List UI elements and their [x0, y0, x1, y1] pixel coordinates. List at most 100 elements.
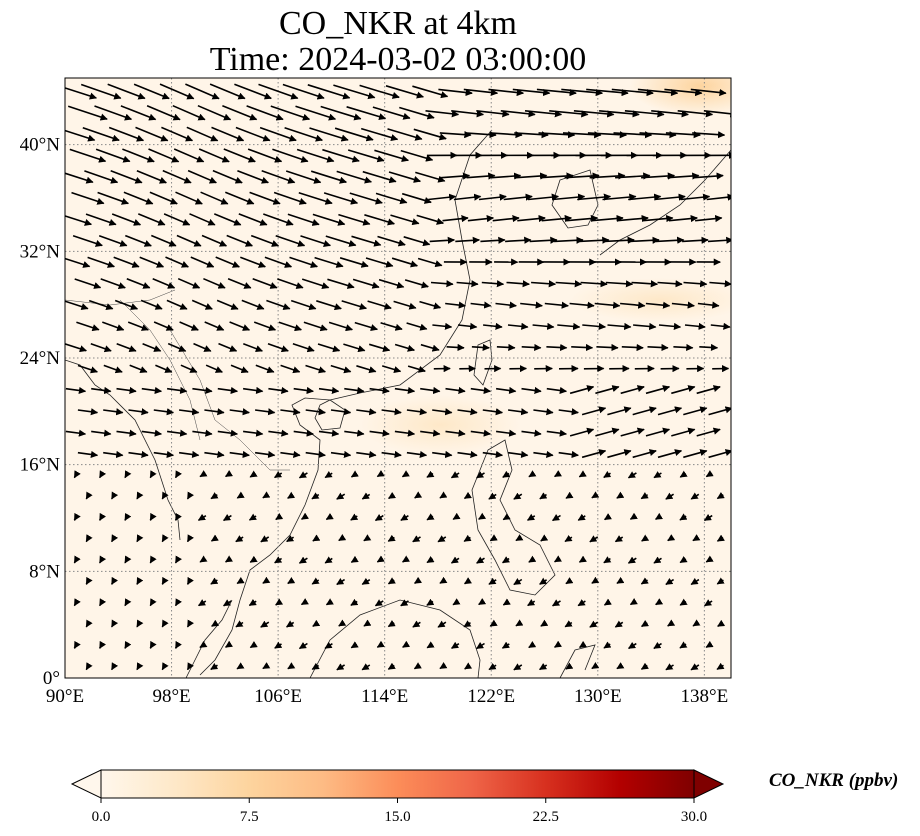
wind-vector [500, 110, 536, 118]
wind-vector [578, 470, 587, 478]
wind-vector [546, 386, 568, 395]
wind-vector [88, 299, 114, 311]
wind-vector [432, 408, 453, 416]
border-inland-3 [65, 289, 176, 306]
wind-vector [532, 322, 555, 330]
wind-vector [125, 234, 152, 247]
wind-vector [111, 534, 119, 543]
wind-vector [165, 256, 189, 268]
lon-tick-label: 90°E [46, 686, 84, 707]
wind-vector [380, 322, 403, 331]
wind-vector [174, 470, 182, 479]
wind-vector [577, 513, 586, 521]
wind-vector [407, 365, 426, 373]
wind-vector [324, 641, 333, 649]
wind-vector [98, 234, 128, 247]
wind-vector [95, 148, 131, 163]
wind-vector [710, 322, 731, 330]
wind-vector [166, 429, 188, 437]
wind-vector [259, 126, 297, 142]
wind-vector [394, 343, 415, 352]
wind-vector [426, 513, 435, 521]
wind-vector [179, 321, 199, 331]
wind-vector [682, 236, 709, 244]
wind-vector [501, 641, 510, 649]
longitude-labels: 90°E 98°E 106°E 114°E 122°E 130°E 138°E [46, 686, 728, 707]
wind-vector [515, 172, 548, 180]
wind-vector [591, 491, 600, 499]
wind-vector [507, 408, 529, 416]
wind-vector [77, 408, 99, 416]
wind-vector [640, 492, 649, 500]
wind-vector [690, 88, 727, 97]
wind-vector [654, 512, 664, 520]
wind-vector [301, 278, 330, 290]
wind-vector [591, 661, 600, 670]
wind-vector [388, 171, 421, 183]
wind-vector [339, 257, 369, 268]
wind-vector [193, 342, 212, 352]
wind-vector [391, 257, 418, 268]
colorbar-extend-max [693, 769, 725, 799]
wind-vector [303, 321, 328, 332]
wind-vector [589, 535, 599, 543]
wind-vector [716, 492, 725, 500]
wind-vector [323, 192, 359, 205]
wind-vector [399, 106, 435, 120]
wind-vector [330, 450, 352, 459]
wind-vector [488, 577, 497, 585]
wind-vector [222, 105, 258, 121]
wind-vector [657, 280, 683, 288]
wind-vector [544, 301, 569, 309]
wind-vector [482, 408, 504, 416]
wind-vector [667, 619, 676, 627]
wind-vector [94, 105, 133, 121]
wind-vector [463, 577, 472, 585]
wind-vector [153, 408, 175, 416]
wind-vector [489, 619, 498, 627]
colorbar-tick-label: 0.0 [92, 809, 111, 825]
wind-vector [298, 641, 308, 650]
wind-vector [350, 470, 359, 478]
wind-vector [285, 170, 322, 184]
wind-vector [387, 662, 396, 670]
wind-vector [463, 88, 499, 97]
wind-vector [116, 429, 137, 437]
wind-vector [290, 299, 317, 311]
wind-vector [528, 555, 537, 563]
wind-vector [589, 172, 626, 180]
wind-vector [241, 299, 265, 310]
wind-vector [262, 662, 271, 670]
wind-vector [502, 470, 511, 478]
wind-vector [67, 105, 108, 121]
wind-vector [621, 343, 644, 352]
wind-vector [152, 278, 176, 289]
wind-vector [641, 172, 676, 180]
wind-vector [569, 385, 595, 395]
wind-vector [90, 343, 112, 353]
wind-vector [467, 215, 495, 223]
wind-vector [603, 470, 612, 479]
wind-vector [73, 640, 81, 649]
wind-vector [478, 512, 487, 520]
wind-vector [387, 620, 396, 628]
wind-vector [683, 449, 708, 459]
wind-vector [149, 470, 157, 479]
lat-tick-label: 8°N [29, 561, 60, 582]
wind-vector [136, 534, 144, 543]
wind-vector [85, 534, 93, 543]
wind-vector [317, 343, 341, 353]
wind-vector [640, 662, 649, 670]
wind-vector [135, 126, 169, 142]
lon-tick-label: 122°E [467, 686, 515, 707]
wind-vector [260, 535, 270, 543]
wind-vector [697, 301, 720, 309]
wind-vector [289, 256, 318, 268]
wind-vector [336, 170, 372, 184]
wind-vector [538, 663, 548, 671]
wind-vector [192, 386, 213, 395]
lon-tick-label: 98°E [152, 686, 190, 707]
wind-vector [127, 321, 149, 331]
wind-vector [210, 534, 219, 542]
wind-vector [305, 450, 326, 459]
